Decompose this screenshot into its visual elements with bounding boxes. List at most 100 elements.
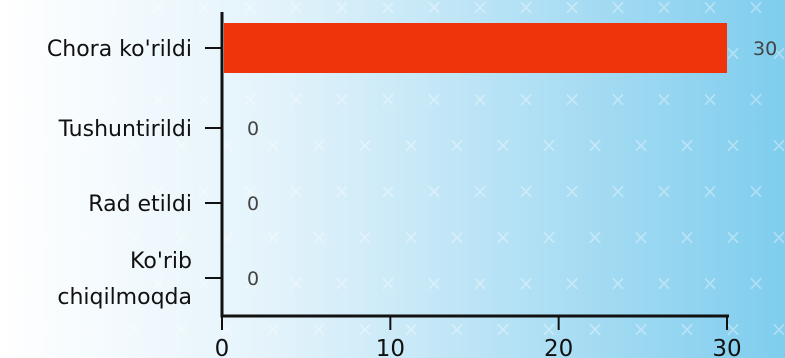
background-x-mark: × xyxy=(12,179,29,203)
background-x-mark: × xyxy=(104,0,121,19)
background-x-mark: × xyxy=(541,225,558,249)
background-x-mark: × xyxy=(127,41,144,65)
background-x-mark: × xyxy=(311,133,328,157)
background-x-mark: × xyxy=(679,133,696,157)
background-x-mark: × xyxy=(380,87,397,111)
background-x-mark: × xyxy=(702,179,719,203)
background-x-mark: × xyxy=(173,317,190,341)
category-label: Ko'rib xyxy=(130,249,192,274)
background-x-mark: × xyxy=(771,133,785,157)
background-x-mark: × xyxy=(702,0,719,19)
background-x-mark: × xyxy=(771,41,785,65)
background-x-mark: × xyxy=(426,87,443,111)
background-x-mark: × xyxy=(196,87,213,111)
background-x-mark: × xyxy=(610,87,627,111)
background-x-mark: × xyxy=(656,179,673,203)
background-x-mark: × xyxy=(265,225,282,249)
background-x-mark: × xyxy=(81,41,98,65)
background-x-mark: × xyxy=(725,133,742,157)
category-label: Tushuntirildi xyxy=(58,117,192,142)
background-x-mark: × xyxy=(357,133,374,157)
background-x-mark: × xyxy=(334,271,351,295)
background-x-mark: × xyxy=(518,0,535,19)
labels-group: Chora ko'rildi Tushuntirildi Rad etildi Ko'… xyxy=(47,37,777,358)
category-label: Chora ko'rildi xyxy=(47,37,192,62)
background-x-mark: × xyxy=(633,225,650,249)
background-x-mark: × xyxy=(587,225,604,249)
background-x-mark: × xyxy=(541,317,558,341)
category-label: chiqilmoqda xyxy=(57,285,192,310)
background-pattern: × × × × × × × × × × × × × × × × ×× × × × × ×× × × × × × × × × × × × × × × × ×… xyxy=(12,0,785,341)
background-x-mark: × xyxy=(58,0,75,19)
x-tick-label: 20 xyxy=(544,336,573,358)
background-x-mark: × xyxy=(748,271,765,295)
background-x-mark: × xyxy=(656,0,673,19)
background-x-mark: × xyxy=(242,0,259,19)
background-x-mark: × xyxy=(518,87,535,111)
background-x-mark: × xyxy=(288,87,305,111)
background-x-mark: × xyxy=(104,271,121,295)
data-label: 0 xyxy=(247,193,259,215)
background-x-mark: × xyxy=(58,87,75,111)
background-x-mark: × xyxy=(610,271,627,295)
background-x-mark: × xyxy=(357,317,374,341)
background-x-mark: × xyxy=(771,317,785,341)
background-x-mark: × xyxy=(426,179,443,203)
background-x-mark: × xyxy=(541,133,558,157)
background-x-mark: × xyxy=(265,317,282,341)
background-x-mark: × xyxy=(81,225,98,249)
background-x-mark: × xyxy=(150,87,167,111)
background-x-mark: × xyxy=(633,317,650,341)
background-x-mark: × xyxy=(725,317,742,341)
background-x-mark: × xyxy=(403,317,420,341)
data-label: 30 xyxy=(753,38,777,60)
background-x-mark: × xyxy=(702,87,719,111)
background-x-mark: × xyxy=(380,0,397,19)
background-x-mark: × xyxy=(173,225,190,249)
background-x-mark: × xyxy=(518,179,535,203)
background-x-mark: × xyxy=(334,87,351,111)
background-x-mark: × xyxy=(472,271,489,295)
background-x-mark: × xyxy=(288,0,305,19)
background-x-mark: × xyxy=(564,0,581,19)
background-x-mark: × xyxy=(104,87,121,111)
background-x-mark: × xyxy=(196,271,213,295)
background-x-mark: × xyxy=(380,179,397,203)
background-x-mark: × xyxy=(656,271,673,295)
background-x-mark: × xyxy=(242,271,259,295)
bar xyxy=(224,23,727,73)
background-x-mark: × xyxy=(150,0,167,19)
background-x-mark: × xyxy=(495,225,512,249)
background-x-mark: × xyxy=(587,133,604,157)
background-x-mark: × xyxy=(380,271,397,295)
background-x-mark: × xyxy=(564,87,581,111)
background-x-mark: × xyxy=(58,271,75,295)
background-x-mark: × xyxy=(564,179,581,203)
background-x-mark: × xyxy=(403,133,420,157)
x-tick-label: 0 xyxy=(215,336,230,358)
background-x-mark: × xyxy=(472,87,489,111)
background-x-mark: × xyxy=(35,225,52,249)
background-x-mark: × xyxy=(242,179,259,203)
data-label: 0 xyxy=(247,118,259,140)
background-x-mark: × xyxy=(725,225,742,249)
background-x-mark: × xyxy=(334,179,351,203)
bars-group xyxy=(224,23,727,73)
background-x-mark: × xyxy=(472,179,489,203)
background-x-mark: × xyxy=(12,87,29,111)
background-x-mark: × xyxy=(242,87,259,111)
background-x-mark: × xyxy=(449,133,466,157)
background-x-mark: × xyxy=(357,225,374,249)
background-x-mark: × xyxy=(564,271,581,295)
background-x-mark: × xyxy=(12,0,29,19)
background-x-mark: × xyxy=(173,41,190,65)
background-x-mark: × xyxy=(587,317,604,341)
background-x-mark: × xyxy=(495,317,512,341)
background-x-mark: × xyxy=(633,133,650,157)
background-x-mark: × xyxy=(81,133,98,157)
background-x-mark: × xyxy=(12,271,29,295)
category-label: Rad etildi xyxy=(88,192,192,217)
background-x-mark: × xyxy=(150,271,167,295)
background-x-mark: × xyxy=(288,271,305,295)
